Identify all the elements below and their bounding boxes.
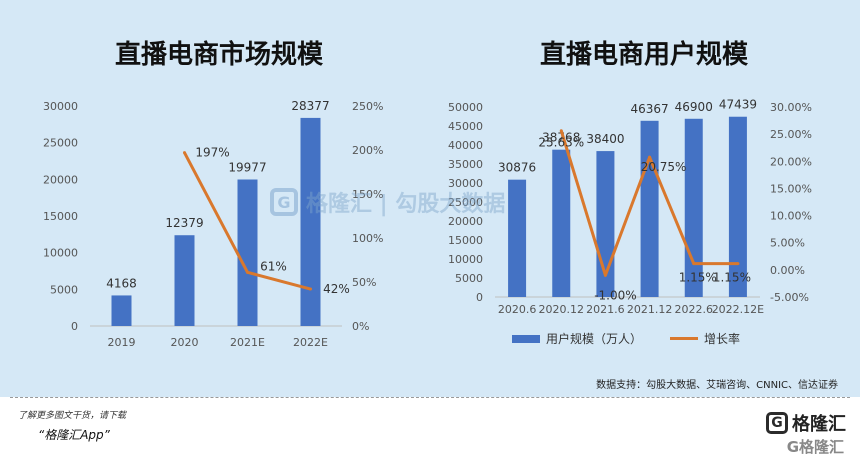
c2-ytick: 0 xyxy=(476,291,483,304)
legend-users-label: 用户规模（万人） xyxy=(546,332,643,346)
c1-xtick: 2021E xyxy=(230,336,265,349)
c2-bar-label: 46900 xyxy=(675,100,713,114)
c1-y2tick: 0% xyxy=(352,320,369,333)
c1-bar-label: 19977 xyxy=(228,161,266,175)
c1-xtick: 2019 xyxy=(108,336,136,349)
chart2-legend: 用户规模（万人） 增长率 xyxy=(512,330,740,347)
c2-y2tick: 5.00% xyxy=(770,237,805,250)
c2-growth-label: 20.75% xyxy=(641,160,687,174)
c2-bar-label: 38768 xyxy=(542,131,580,145)
data-source: 数据支持：勾股大数据、艾瑞咨询、CNNIC、信达证券 xyxy=(596,380,838,391)
c2-bar xyxy=(640,120,659,298)
c2-ytick: 20000 xyxy=(448,215,483,228)
c2-growth-point xyxy=(648,155,652,159)
c2-xtick: 2022.6 xyxy=(675,303,714,316)
c1-bar xyxy=(174,235,195,326)
c2-bar xyxy=(728,116,747,297)
c2-ytick: 30000 xyxy=(448,177,483,190)
c2-ytick: 10000 xyxy=(448,253,483,266)
footer-note: 了解更多图文干货，请下载 xyxy=(18,411,127,421)
c1-bar-label: 4168 xyxy=(106,276,137,290)
c2-y2tick: -5.00% xyxy=(770,291,809,304)
c1-ytick: 10000 xyxy=(43,247,78,260)
c1-y2tick: 50% xyxy=(352,276,376,289)
c2-bar-label: 46367 xyxy=(630,102,668,116)
c2-y2tick: 10.00% xyxy=(770,210,812,223)
c2-xtick: 2020.12 xyxy=(539,303,585,316)
c2-ytick: 40000 xyxy=(448,139,483,152)
c1-growth-label: 61% xyxy=(260,259,287,273)
c1-ytick: 0 xyxy=(71,320,78,333)
c2-y2tick: 0.00% xyxy=(770,264,805,277)
c2-y2tick: 15.00% xyxy=(770,182,812,195)
c2-ytick: 25000 xyxy=(448,196,483,209)
c2-growth-label: -1.00% xyxy=(594,288,636,302)
legend-line-swatch xyxy=(670,337,699,340)
c2-growth-point xyxy=(736,262,740,266)
c1-bar-label: 28377 xyxy=(291,99,329,113)
brand-g-icon: G xyxy=(766,412,788,434)
c2-xtick: 2020.6 xyxy=(498,303,537,316)
divider xyxy=(10,397,850,398)
c2-y2tick: 20.00% xyxy=(770,155,812,168)
c1-growth-label: 42% xyxy=(323,282,350,296)
c1-growth-point xyxy=(309,287,312,291)
c2-growth-point xyxy=(692,262,696,266)
user-size-chart: 0 5000 10000 15000 20000 25000 30000 35000 40000… xyxy=(448,98,812,316)
c2-growth-label: 1.15% xyxy=(679,271,717,285)
c2-ytick: 35000 xyxy=(448,158,483,171)
footer-app-name: “格隆汇App” xyxy=(38,428,110,442)
brand-logo: G 格隆汇 xyxy=(766,410,846,436)
c1-y2tick: 250% xyxy=(352,100,383,113)
c1-growth-label: 197% xyxy=(195,146,229,160)
c1-y2tick: 150% xyxy=(352,188,383,201)
c1-ytick: 5000 xyxy=(50,283,78,296)
c1-bar xyxy=(300,117,321,326)
c1-ytick: 25000 xyxy=(43,137,78,150)
c2-ytick: 45000 xyxy=(448,120,483,133)
c2-y2tick: 30.00% xyxy=(770,101,812,114)
c2-xtick: 2021.12 xyxy=(627,303,673,316)
market-size-chart: 0 5000 10000 15000 20000 25000 30000 0% 50% 100% 1… xyxy=(43,99,383,349)
c1-ytick: 20000 xyxy=(43,173,78,186)
brand-name: 格隆汇 xyxy=(792,414,846,435)
c1-y2tick: 100% xyxy=(352,232,383,245)
brand-subtext: G格隆汇 xyxy=(786,438,844,456)
chart2-title: 直播电商用户规模 xyxy=(540,40,749,70)
c2-growth-point xyxy=(559,129,563,133)
c2-y2tick: 25.00% xyxy=(770,128,812,141)
legend-bar-swatch xyxy=(512,334,540,343)
c2-xtick: 2021.6 xyxy=(586,303,625,316)
c1-bar-label: 12379 xyxy=(165,216,203,230)
c1-bar xyxy=(111,295,132,326)
legend-growth-label: 增长率 xyxy=(704,332,741,346)
c1-xtick: 2022E xyxy=(293,336,328,349)
c2-ytick: 5000 xyxy=(455,272,483,285)
c1-ytick: 15000 xyxy=(43,210,78,223)
c1-growth-point xyxy=(246,270,249,274)
c2-growth-label: 1.15% xyxy=(713,271,751,285)
c2-bar-label: 30876 xyxy=(498,161,536,175)
c1-ytick: 30000 xyxy=(43,100,78,113)
c2-bar-label: 38400 xyxy=(586,132,624,146)
c1-xtick: 2020 xyxy=(171,336,199,349)
c2-bar-label: 47439 xyxy=(719,98,757,112)
chart-panel xyxy=(0,0,860,397)
c2-bar xyxy=(552,149,571,297)
c1-bar xyxy=(237,179,258,326)
c2-growth-point xyxy=(603,273,607,277)
c2-xtick: 2022.12E xyxy=(712,303,764,316)
chart1-title: 直播电商市场规模 xyxy=(115,40,324,70)
c2-bar xyxy=(508,179,527,297)
c2-ytick: 50000 xyxy=(448,101,483,114)
c2-ytick: 15000 xyxy=(448,234,483,247)
c2-growth-label: 25.63% xyxy=(538,136,584,150)
c1-y2tick: 200% xyxy=(352,144,383,157)
c1-growth-point xyxy=(183,151,186,155)
